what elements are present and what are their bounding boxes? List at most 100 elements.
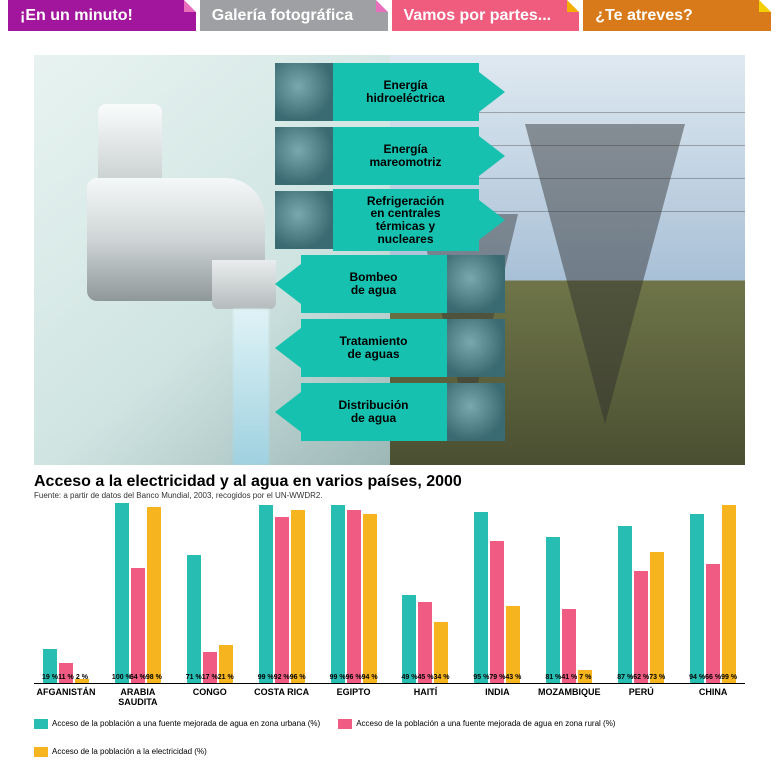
bar-rural_water: 92 %	[275, 517, 289, 683]
bar-electricity: 99 %	[722, 505, 736, 683]
energy-label: Bombeode agua	[301, 255, 447, 313]
bar-rural_water: 62 %	[634, 571, 648, 683]
tab-0[interactable]: ¡En un minuto!	[8, 0, 196, 31]
energy-label: Tratamientode aguas	[301, 319, 447, 377]
bar-value: 98 %	[146, 674, 162, 681]
arrow-right-icon	[479, 200, 505, 240]
x-label: CHINA	[681, 684, 745, 707]
chart-source: Fuente: a partir de datos del Banco Mund…	[34, 491, 745, 500]
x-label: HAITÍ	[394, 684, 458, 707]
bar-electricity: 98 %	[147, 507, 161, 683]
bar-rural_water: 79 %	[490, 541, 504, 683]
country-group: 71 %17 %21 %	[178, 504, 242, 683]
bar-urban_water: 81 %	[546, 537, 560, 683]
bar-value: 73 %	[649, 674, 665, 681]
arrow-right-icon	[479, 72, 505, 112]
bar-urban_water: 100 %	[115, 503, 129, 683]
energy-thumb-icon	[275, 191, 333, 249]
bar-value: 43 %	[505, 674, 521, 681]
faucet-handle	[98, 104, 162, 186]
tab-bar: ¡En un minuto!Galería fotográficaVamos p…	[0, 0, 779, 31]
energy-thumb-icon	[447, 319, 505, 377]
bar-electricity: 7 %	[578, 670, 592, 683]
bar-rural_water: 17 %	[203, 652, 217, 683]
bar-value: 95 %	[473, 674, 489, 681]
bar-value: 96 %	[346, 674, 362, 681]
energy-thumb-icon	[275, 127, 333, 185]
pylon-icon	[525, 124, 685, 424]
bar-electricity: 73 %	[650, 552, 664, 683]
country-group: 87 %62 %73 %	[609, 504, 673, 683]
bar-value: 71 %	[186, 674, 202, 681]
legend-label: Acceso de la población a una fuente mejo…	[52, 719, 320, 728]
energy-link-column: EnergíahidroeléctricaEnergíamareomotrizR…	[275, 63, 505, 441]
bar-electricity: 34 %	[434, 622, 448, 683]
bar-urban_water: 71 %	[187, 555, 201, 683]
bar-value: 100 %	[112, 674, 132, 681]
bar-electricity: 21 %	[219, 645, 233, 683]
bar-value: 11 %	[58, 674, 74, 681]
tab-fold-icon	[184, 0, 196, 12]
tab-1[interactable]: Galería fotográfica	[200, 0, 388, 31]
bar-electricity: 94 %	[363, 514, 377, 683]
bar-value: 92 %	[274, 674, 290, 681]
bar-urban_water: 95 %	[474, 512, 488, 683]
legend-item: Acceso de la población a la electricidad…	[34, 747, 207, 757]
tab-3[interactable]: ¿Te atreves?	[583, 0, 771, 31]
legend-swatch-icon	[34, 719, 48, 729]
energy-item-5: Distribuciónde agua	[275, 383, 505, 441]
bar-urban_water: 99 %	[331, 505, 345, 683]
tab-fold-icon	[567, 0, 579, 12]
bar-urban_water: 19 %	[43, 649, 57, 683]
bar-rural_water: 64 %	[131, 568, 145, 683]
bar-urban_water: 87 %	[618, 526, 632, 683]
tab-2[interactable]: Vamos por partes...	[392, 0, 580, 31]
bar-value: 79 %	[489, 674, 505, 681]
bar-value: 34 %	[434, 674, 450, 681]
bar-rural_water: 45 %	[418, 602, 432, 683]
bar-value: 41 %	[561, 674, 577, 681]
energy-item-3: Bombeode agua	[275, 255, 505, 313]
bar-electricity: 96 %	[291, 510, 305, 683]
chart-x-labels: AFGANISTÁNARABIA SAUDITACONGOCOSTA RICAE…	[34, 684, 745, 707]
x-label: PERÚ	[609, 684, 673, 707]
faucet-spout	[212, 260, 276, 309]
bar-electricity: 2 %	[75, 679, 89, 683]
bar-urban_water: 99 %	[259, 505, 273, 683]
bar-value: 99 %	[258, 674, 274, 681]
energy-label: Refrigeraciónen centralestérmicas ynucle…	[333, 189, 479, 251]
x-label: COSTA RICA	[250, 684, 314, 707]
bar-value: 99 %	[721, 674, 737, 681]
x-label: CONGO	[178, 684, 242, 707]
bar-rural_water: 66 %	[706, 564, 720, 683]
bar-value: 45 %	[418, 674, 434, 681]
bar-value: 99 %	[330, 674, 346, 681]
energy-thumb-icon	[275, 63, 333, 121]
country-group: 99 %92 %96 %	[250, 504, 314, 683]
bar-value: 49 %	[402, 674, 418, 681]
energy-item-2: Refrigeraciónen centralestérmicas ynucle…	[275, 191, 505, 249]
country-group: 94 %66 %99 %	[681, 504, 745, 683]
country-group: 95 %79 %43 %	[465, 504, 529, 683]
access-chart: Acceso a la electricidad y al agua en va…	[34, 473, 745, 707]
bar-rural_water: 11 %	[59, 663, 73, 683]
energy-item-4: Tratamientode aguas	[275, 319, 505, 377]
x-label: AFGANISTÁN	[34, 684, 98, 707]
country-group: 19 %11 %2 %	[34, 504, 98, 683]
tab-fold-icon	[376, 0, 388, 12]
legend-swatch-icon	[338, 719, 352, 729]
bar-value: 64 %	[130, 674, 146, 681]
legend-item: Acceso de la población a una fuente mejo…	[34, 719, 320, 729]
energy-label: Energíahidroeléctrica	[333, 63, 479, 121]
x-label: MOZAMBIQUE	[537, 684, 601, 707]
bar-value: 19 %	[42, 674, 58, 681]
bar-value: 62 %	[633, 674, 649, 681]
country-group: 100 %64 %98 %	[106, 504, 170, 683]
x-label: EGIPTO	[322, 684, 386, 707]
hero-infographic: EnergíahidroeléctricaEnergíamareomotrizR…	[34, 55, 745, 465]
arrow-left-icon	[275, 264, 301, 304]
bar-value: 7 %	[579, 674, 591, 681]
bar-value: 66 %	[705, 674, 721, 681]
country-group: 99 %96 %94 %	[322, 504, 386, 683]
chart-legend: Acceso de la población a una fuente mejo…	[34, 719, 745, 757]
